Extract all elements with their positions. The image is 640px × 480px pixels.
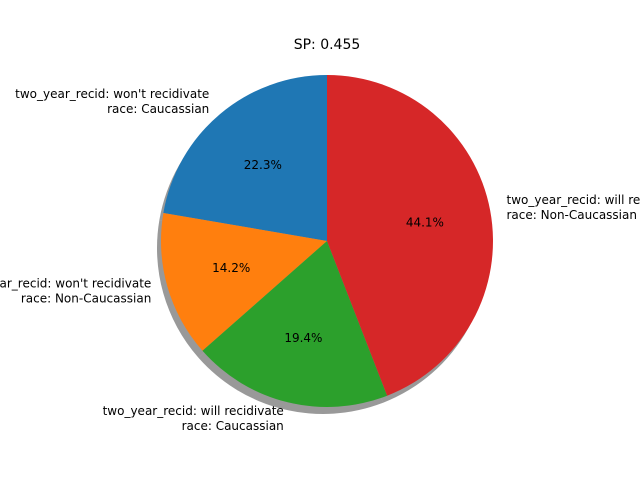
chart-title: SP: 0.455 — [294, 37, 361, 53]
pie-slice-label-line1: two_year_recid: will recidivate — [103, 404, 284, 418]
pie-slice-label-line1: two_year_recid: won't recidivate — [0, 276, 151, 290]
pie-percent-label: 22.3% — [244, 158, 282, 172]
pie-slice — [202, 241, 388, 407]
pie-slice-label-line1: two_year_recid: won't recidivate — [15, 87, 209, 101]
pie-slice — [160, 212, 327, 351]
pie-slice-label-line2: race: Caucassian — [182, 419, 284, 433]
pie-percent-label: 14.2% — [212, 261, 250, 275]
pie-slice — [163, 75, 327, 241]
pie-slice-label-line2: race: Non-Caucassian — [507, 208, 637, 222]
pie-slice-labels: two_year_recid: won't recidivate race: Ca… — [0, 87, 640, 433]
pie-slice-label: two_year_recid: will recidivate race: Cau… — [103, 404, 284, 433]
pie-percent-labels: 22.3% 14.2% 19.4% 44.1% — [212, 158, 444, 345]
pie-slice-label-line1: two_year_recid: will recidivate — [507, 193, 640, 207]
pie-percent-label: 19.4% — [284, 331, 322, 345]
pie-slices — [160, 75, 493, 407]
pie-slice-label-line2: race: Non-Caucassian — [21, 291, 151, 305]
pie-slice — [327, 75, 493, 396]
pie-slice-label: two_year_recid: won't recidivate race: Ca… — [15, 87, 209, 116]
pie-percent-label: 44.1% — [406, 216, 444, 230]
pie-slice-label-line2: race: Caucassian — [107, 102, 209, 116]
